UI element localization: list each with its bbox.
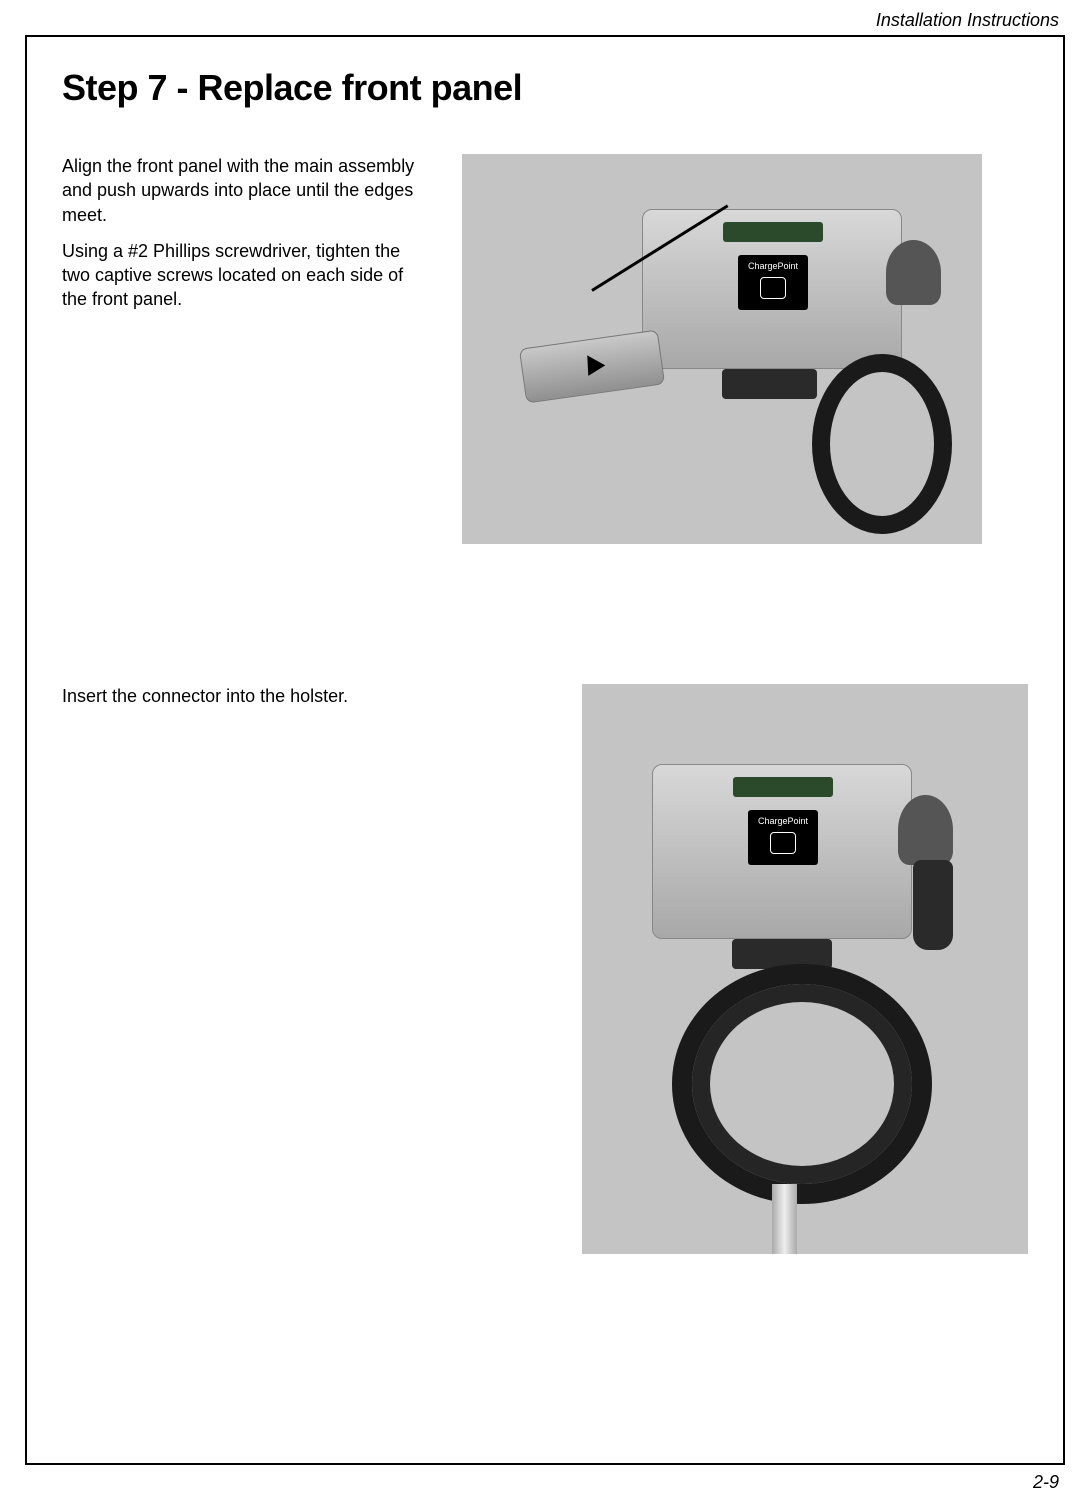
content-frame: Step 7 - Replace front panel Align the f… — [25, 35, 1065, 1465]
section-2-para-1: Insert the connector into the holster. — [62, 684, 542, 708]
cable-coil — [812, 354, 952, 534]
section-1-text: Align the front panel with the main asse… — [62, 154, 422, 544]
nfc-icon — [770, 832, 796, 854]
charger-display — [733, 777, 833, 797]
figure-2: ChargePoint — [582, 684, 1028, 1254]
header-section-title: Installation Instructions — [876, 10, 1059, 31]
charger-display — [723, 222, 823, 242]
charger-main-unit: ChargePoint — [652, 764, 912, 939]
holster — [886, 240, 941, 305]
section-1-para-2: Using a #2 Phillips screwdriver, tighten… — [62, 239, 422, 312]
chargepoint-label-text: ChargePoint — [748, 816, 818, 826]
mount-bracket — [722, 369, 817, 399]
figure-1: ChargePoint — [462, 154, 982, 544]
holster — [898, 795, 953, 865]
chargepoint-label-text: ChargePoint — [738, 261, 808, 271]
section-2-text: Insert the connector into the holster. — [62, 684, 542, 1254]
step-title: Step 7 - Replace front panel — [62, 67, 1028, 109]
mounting-pole — [772, 1184, 797, 1254]
figure-2-sketch: ChargePoint — [582, 684, 1028, 1254]
section-1: Align the front panel with the main asse… — [62, 154, 1028, 544]
section-1-para-1: Align the front panel with the main asse… — [62, 154, 422, 227]
figure-1-sketch: ChargePoint — [462, 154, 982, 544]
page: Installation Instructions Step 7 - Repla… — [0, 0, 1089, 1508]
nfc-icon — [760, 277, 786, 299]
cable-coil-inner — [692, 984, 912, 1184]
page-number: 2-9 — [1033, 1472, 1059, 1493]
chargepoint-label: ChargePoint — [748, 810, 818, 865]
chargepoint-label: ChargePoint — [738, 255, 808, 310]
section-2: Insert the connector into the holster. C… — [62, 684, 1028, 1254]
connector-in-holster — [913, 860, 953, 950]
